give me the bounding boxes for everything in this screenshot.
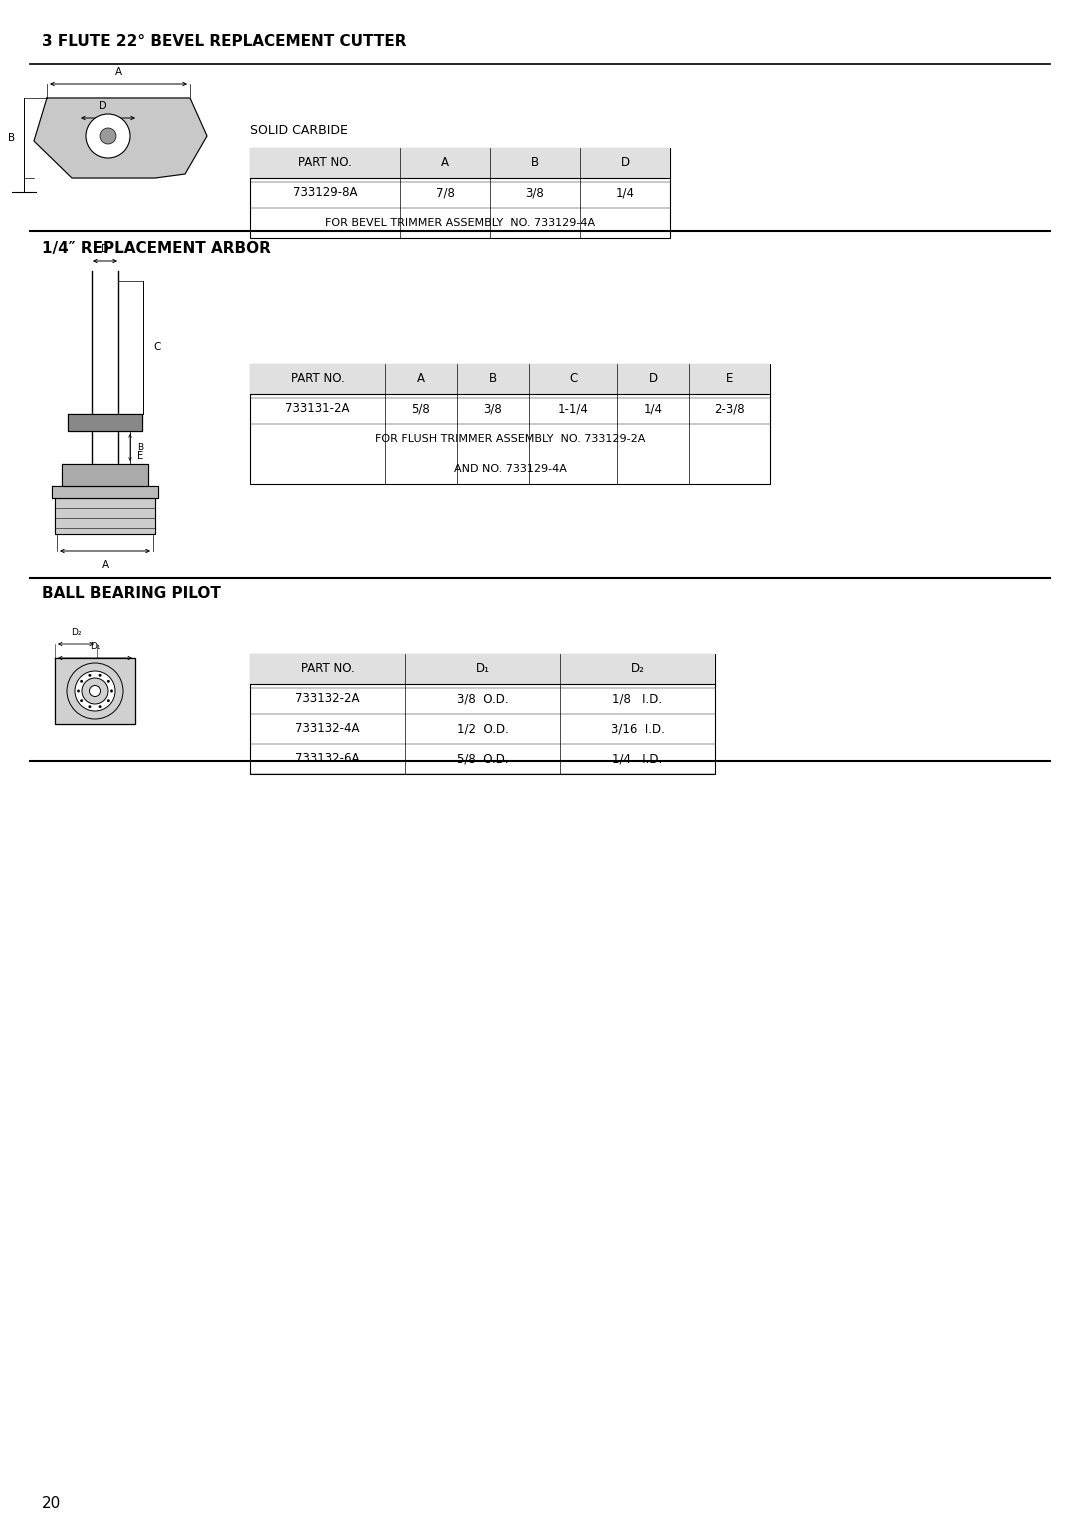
Text: 3/8: 3/8 — [526, 186, 544, 200]
Circle shape — [80, 699, 83, 702]
Circle shape — [107, 699, 110, 702]
Text: PART NO.: PART NO. — [298, 157, 352, 169]
Circle shape — [82, 677, 108, 703]
Text: E: E — [726, 373, 733, 386]
Circle shape — [86, 114, 130, 158]
Bar — [249, 654, 715, 684]
Text: 1/8   I.D.: 1/8 I.D. — [612, 693, 662, 705]
Circle shape — [98, 705, 102, 708]
Text: 5/8  O.D.: 5/8 O.D. — [457, 753, 509, 765]
Text: D: D — [648, 373, 658, 386]
Polygon shape — [62, 464, 148, 485]
Text: 733132-6A: 733132-6A — [295, 753, 360, 765]
Text: D: D — [620, 157, 630, 169]
Circle shape — [75, 671, 114, 711]
Circle shape — [98, 674, 102, 676]
Polygon shape — [55, 657, 135, 723]
Text: D₂: D₂ — [71, 628, 81, 637]
Text: E: E — [137, 452, 144, 461]
Text: 733131-2A: 733131-2A — [285, 402, 350, 416]
Text: B: B — [531, 157, 539, 169]
Polygon shape — [52, 485, 158, 498]
Polygon shape — [33, 98, 207, 178]
Text: D₁: D₁ — [90, 642, 100, 651]
Text: B: B — [489, 373, 497, 386]
Text: 3/8: 3/8 — [484, 402, 502, 416]
Text: PART NO.: PART NO. — [291, 373, 345, 386]
Text: B: B — [137, 442, 144, 452]
Text: A: A — [102, 561, 109, 570]
Circle shape — [107, 680, 110, 682]
Circle shape — [110, 690, 112, 693]
Text: D₂: D₂ — [631, 662, 645, 676]
Text: 3 FLUTE 22° BEVEL REPLACEMENT CUTTER: 3 FLUTE 22° BEVEL REPLACEMENT CUTTER — [42, 34, 406, 49]
Text: 1/4″ REPLACEMENT ARBOR: 1/4″ REPLACEMENT ARBOR — [42, 241, 271, 255]
Text: AND NO. 733129-4A: AND NO. 733129-4A — [454, 464, 566, 475]
Text: 733132-2A: 733132-2A — [295, 693, 360, 705]
Bar — [249, 364, 770, 484]
Circle shape — [77, 690, 80, 693]
Text: BALL BEARING PILOT: BALL BEARING PILOT — [42, 587, 221, 602]
Text: FOR FLUSH TRIMMER ASSEMBLY  NO. 733129-2A: FOR FLUSH TRIMMER ASSEMBLY NO. 733129-2A — [375, 435, 645, 444]
Polygon shape — [68, 415, 141, 432]
Text: 733132-4A: 733132-4A — [295, 722, 360, 736]
Text: A: A — [441, 157, 449, 169]
Text: C: C — [153, 343, 160, 352]
Text: 1/4   I.D.: 1/4 I.D. — [612, 753, 663, 765]
Text: B: B — [9, 134, 15, 143]
Circle shape — [89, 674, 91, 676]
Text: 1/4: 1/4 — [644, 402, 662, 416]
Text: A: A — [114, 68, 122, 77]
Text: 2-3/8: 2-3/8 — [714, 402, 745, 416]
Text: 3/8  O.D.: 3/8 O.D. — [457, 693, 509, 705]
Text: 733129-8A: 733129-8A — [293, 186, 357, 200]
Text: 1/2  O.D.: 1/2 O.D. — [457, 722, 509, 736]
Text: FOR BEVEL TRIMMER ASSEMBLY  NO. 733129-4A: FOR BEVEL TRIMMER ASSEMBLY NO. 733129-4A — [325, 218, 595, 227]
Circle shape — [100, 127, 116, 144]
Text: PART NO.: PART NO. — [300, 662, 354, 676]
Text: 7/8: 7/8 — [435, 186, 455, 200]
Text: A: A — [417, 373, 426, 386]
Text: D: D — [99, 101, 107, 111]
Bar — [249, 364, 770, 395]
Circle shape — [67, 664, 123, 719]
Text: SOLID CARBIDE: SOLID CARBIDE — [249, 124, 348, 138]
Text: 20: 20 — [42, 1496, 62, 1511]
Circle shape — [89, 705, 91, 708]
Bar — [249, 147, 670, 238]
Polygon shape — [55, 498, 156, 535]
Circle shape — [80, 680, 83, 682]
Bar — [249, 147, 670, 178]
Text: D: D — [102, 244, 109, 253]
Circle shape — [90, 685, 100, 696]
Text: 1/4: 1/4 — [616, 186, 635, 200]
Bar — [249, 654, 715, 774]
Text: D₁: D₁ — [475, 662, 489, 676]
Text: C: C — [569, 373, 577, 386]
Text: 1-1/4: 1-1/4 — [557, 402, 589, 416]
Text: 3/16  I.D.: 3/16 I.D. — [610, 722, 664, 736]
Text: 5/8: 5/8 — [411, 402, 430, 416]
